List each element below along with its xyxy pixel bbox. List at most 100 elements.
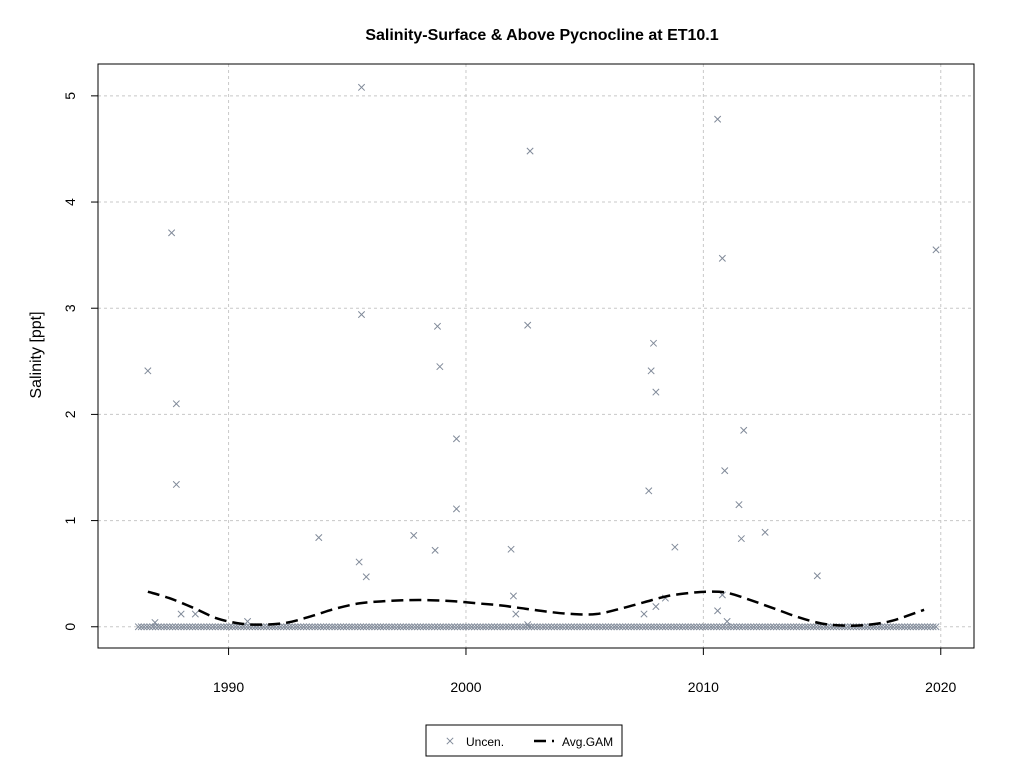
data-point-zero xyxy=(519,623,527,631)
data-point-zero xyxy=(149,623,157,631)
data-point xyxy=(431,546,439,554)
x-tick-label: 1990 xyxy=(213,679,244,695)
data-point xyxy=(410,531,418,540)
data-point-zero xyxy=(225,623,234,631)
data-point xyxy=(172,480,180,489)
data-point xyxy=(524,621,532,629)
data-point-zero xyxy=(701,623,709,631)
data-point xyxy=(355,558,363,566)
data-point-zero xyxy=(713,623,721,631)
data-point-zero xyxy=(661,623,669,631)
data-point-zero xyxy=(556,623,564,631)
data-point-zero xyxy=(784,623,792,631)
data-point-zero xyxy=(750,623,758,631)
data-point-zero xyxy=(516,623,524,631)
data-point-zero xyxy=(770,623,778,631)
x-tick-label: 2020 xyxy=(925,679,956,695)
data-point-zero xyxy=(456,623,464,631)
data-point xyxy=(509,592,518,600)
data-point-zero xyxy=(288,623,296,631)
data-point-zero xyxy=(365,623,373,631)
data-point-zero xyxy=(844,623,852,631)
data-point xyxy=(740,426,748,434)
data-point-zero xyxy=(416,623,424,631)
data-point-zero xyxy=(715,623,724,631)
data-point-zero xyxy=(482,623,490,631)
data-point-zero xyxy=(787,623,795,631)
data-point-zero xyxy=(493,623,501,631)
data-point-zero xyxy=(809,623,818,631)
data-point-zero xyxy=(368,623,376,631)
data-point-zero xyxy=(413,623,422,631)
data-point-zero xyxy=(804,623,812,631)
data-point-zero xyxy=(220,623,228,631)
data-point-zero xyxy=(801,623,809,631)
plot-frame xyxy=(97,63,975,649)
data-point-zero xyxy=(895,623,903,631)
data-point-zero xyxy=(573,623,581,631)
data-point-zero xyxy=(399,623,407,631)
data-point-zero xyxy=(334,623,342,631)
data-point-zero xyxy=(798,623,806,631)
data-point-zero xyxy=(428,623,436,631)
axes: 1990 2000 2010 2020 0 1 2 3 4 5 xyxy=(62,92,957,695)
data-point-zero xyxy=(564,623,573,631)
data-point-zero xyxy=(419,623,427,631)
data-point-zero xyxy=(667,623,675,631)
data-point-zero xyxy=(741,623,749,631)
data-point-zero xyxy=(422,623,430,631)
data-point-zero xyxy=(322,623,330,631)
data-point xyxy=(647,367,655,375)
gam-line xyxy=(147,590,925,627)
data-point-zero xyxy=(892,623,900,631)
data-point-zero xyxy=(348,623,356,631)
data-point-zero xyxy=(570,623,578,631)
data-point-zero xyxy=(203,623,211,631)
data-point-zero xyxy=(527,623,536,631)
data-point-zero xyxy=(157,623,165,631)
data-point-zero xyxy=(915,623,923,631)
data-point xyxy=(723,617,731,626)
x-tick-label: 2010 xyxy=(688,679,719,695)
data-point-zero xyxy=(761,623,769,631)
data-point-zero xyxy=(926,623,934,631)
data-point-zero xyxy=(140,623,148,631)
data-point-zero xyxy=(530,623,538,631)
data-point-zero xyxy=(536,623,544,631)
data-point-zero xyxy=(579,623,587,631)
data-point-zero xyxy=(658,623,667,631)
data-point-zero xyxy=(582,623,590,631)
data-point-zero xyxy=(593,623,601,631)
data-point-zero xyxy=(676,623,684,631)
data-point-zero xyxy=(362,623,370,631)
data-point-zero xyxy=(764,623,772,631)
data-point-zero xyxy=(587,623,595,631)
data-point-zero xyxy=(146,623,154,631)
data-point-zero xyxy=(379,623,387,631)
data-point-zero xyxy=(302,623,310,631)
data-point-zero xyxy=(653,623,661,631)
data-point xyxy=(932,246,940,254)
data-point-zero xyxy=(735,623,744,631)
data-point-zero xyxy=(300,623,308,631)
data-point-zero xyxy=(331,623,339,631)
data-point-zero xyxy=(436,623,444,631)
data-point-zero xyxy=(747,623,755,631)
data-point-zero xyxy=(576,623,584,631)
data-point-zero xyxy=(636,623,644,631)
data-point-zero xyxy=(656,623,664,631)
data-point-zero xyxy=(513,623,521,631)
data-point-zero xyxy=(186,623,194,631)
data-point-zero xyxy=(633,623,641,631)
data-point-zero xyxy=(425,623,433,631)
data-point-zero xyxy=(197,623,205,631)
data-point-zero xyxy=(374,623,382,631)
data-point xyxy=(168,229,176,237)
data-point-zero xyxy=(607,623,615,631)
data-point xyxy=(649,339,658,347)
data-point-zero xyxy=(550,623,558,631)
data-point-zero xyxy=(490,623,499,631)
data-point-zero xyxy=(755,623,763,631)
data-point-zero xyxy=(200,623,208,631)
data-point-zero xyxy=(590,623,598,631)
